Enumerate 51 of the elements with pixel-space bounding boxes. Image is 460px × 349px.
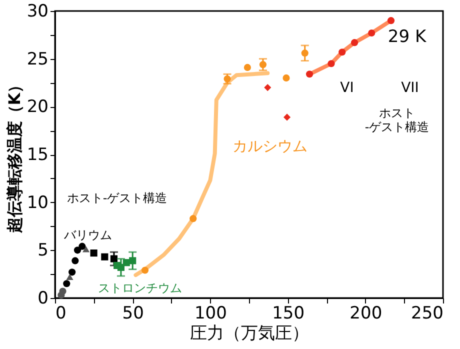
point: [59, 288, 66, 295]
point: [141, 266, 149, 274]
x-tick-label: 150: [272, 304, 305, 324]
y-tick-label: 25: [26, 49, 48, 70]
point: [368, 29, 376, 37]
point: [66, 274, 74, 280]
point: [259, 61, 267, 68]
x-axis-title: 圧力（万気圧）: [190, 324, 309, 344]
x-tick-label: 250: [411, 304, 444, 324]
point: [63, 280, 70, 288]
point: [387, 17, 395, 24]
point: [90, 250, 98, 257]
annotation: VII: [401, 80, 419, 96]
annotation: ホスト -ゲスト構造: [364, 106, 430, 134]
point: [72, 257, 79, 264]
point: [301, 50, 308, 57]
point: [264, 84, 272, 92]
point: [110, 255, 118, 262]
point: [328, 60, 335, 68]
annotation: ストロンチウム: [98, 281, 182, 295]
y-tick-label: 10: [26, 192, 48, 213]
point: [74, 246, 82, 254]
annotation: 29 K: [388, 27, 427, 47]
point: [351, 39, 358, 46]
point: [338, 48, 346, 56]
point: [129, 257, 136, 264]
annotation: VI: [340, 80, 354, 96]
x-tick-label: 0: [56, 304, 66, 324]
point: [68, 268, 76, 276]
point: [82, 246, 90, 252]
point: [224, 75, 231, 82]
x-tick-label: 200: [350, 304, 382, 324]
point: [78, 242, 86, 250]
point: [190, 215, 197, 222]
point: [117, 264, 124, 271]
x-tick-label: 50: [122, 304, 144, 324]
x-tick-label: 100: [194, 304, 227, 324]
y-axis-title: 超伝導転移温度（K）: [4, 76, 24, 234]
annotation: ホスト-ゲスト構造: [66, 191, 168, 205]
annotation: バリウム: [63, 228, 112, 242]
annotation: カルシウム: [232, 137, 308, 155]
point: [283, 114, 291, 121]
point: [306, 70, 314, 78]
y-tick-label: 20: [26, 97, 48, 118]
y-tick-label: 0: [38, 288, 48, 308]
point: [101, 253, 108, 260]
y-tick-label: 5: [38, 240, 48, 261]
y-tick-label: 15: [26, 145, 48, 165]
point: [244, 64, 251, 71]
y-tick-label: 30: [26, 2, 48, 22]
point: [282, 74, 290, 82]
